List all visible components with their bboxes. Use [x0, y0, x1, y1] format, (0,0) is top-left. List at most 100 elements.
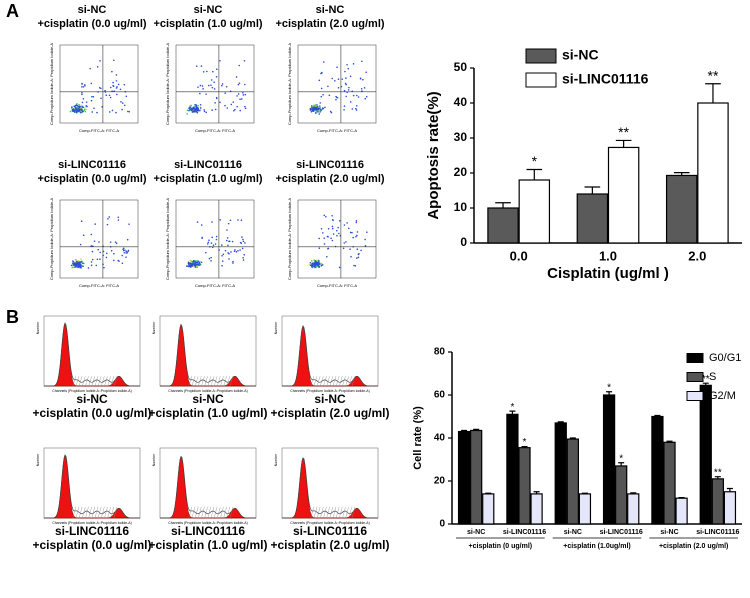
dot — [352, 94, 355, 97]
dot — [115, 111, 117, 114]
dot — [221, 264, 223, 267]
dot — [117, 216, 120, 219]
dot — [199, 103, 202, 106]
dot — [127, 249, 130, 252]
dot — [117, 83, 120, 86]
dot — [338, 266, 341, 269]
dot — [356, 234, 358, 237]
y-tick-label: 40 — [454, 95, 468, 109]
dot — [196, 266, 198, 269]
dot — [210, 256, 212, 259]
legend-label: S — [709, 371, 716, 383]
plot-title: si-LINC01116 — [296, 159, 364, 171]
dot — [244, 107, 247, 110]
dot — [241, 236, 243, 238]
dot — [119, 88, 122, 91]
dot — [205, 93, 207, 95]
dot — [75, 262, 77, 265]
dot — [114, 241, 117, 243]
plot-frame — [175, 44, 255, 124]
histogram-outline — [282, 324, 378, 387]
dot — [316, 263, 318, 265]
dot — [77, 266, 80, 269]
dot — [91, 111, 94, 113]
dot — [365, 71, 367, 74]
dot — [355, 221, 358, 224]
dots — [308, 214, 368, 269]
legend-swatch — [525, 48, 557, 64]
dot — [122, 247, 125, 250]
plot-title: +cisplatin (2.0 ug/ml) — [275, 18, 384, 30]
s-phase-hatch — [110, 506, 115, 519]
dots — [70, 216, 130, 269]
dot — [193, 261, 196, 263]
dot — [354, 107, 357, 110]
dot — [74, 264, 77, 267]
dot — [79, 105, 82, 108]
significance-label: * — [619, 453, 623, 464]
s-phase-hatch — [104, 506, 108, 519]
dot — [123, 83, 126, 86]
dot — [365, 95, 368, 98]
y-axis-label: Apoptosis rate(%) — [425, 91, 442, 219]
dot — [314, 104, 317, 106]
dot — [319, 102, 322, 104]
axis-label: Channels (Propidium Iodide-A::Propidium … — [52, 521, 132, 525]
dot — [187, 261, 190, 264]
dot — [318, 265, 321, 268]
x-tick-label: si-NC — [467, 529, 485, 536]
dot — [357, 253, 360, 256]
s-phase-hatch — [97, 506, 102, 519]
dot — [87, 267, 90, 269]
significance-label: * — [523, 437, 527, 448]
error-bar — [630, 492, 637, 494]
plot-frame — [159, 315, 257, 387]
dot — [199, 84, 202, 87]
dots — [309, 60, 368, 115]
significance-label: ** — [702, 374, 710, 385]
bar — [651, 415, 664, 525]
dot — [115, 242, 118, 245]
dot — [74, 105, 76, 108]
dot — [105, 252, 108, 255]
bar — [457, 430, 471, 525]
s-phase-hatch — [191, 506, 196, 519]
bar — [530, 493, 543, 525]
dot — [116, 86, 118, 88]
dot — [79, 108, 82, 111]
plot-title: +cisplatin (0.0 ug/ml) — [37, 18, 146, 30]
dot — [346, 222, 348, 224]
dot — [210, 79, 213, 81]
bar — [518, 179, 551, 244]
plot-title: si-LINC01116 — [174, 159, 242, 171]
dot — [195, 108, 197, 111]
axis-label: Number — [36, 321, 40, 334]
plot-title: +cisplatin (2.0 ug/ml) — [275, 173, 384, 185]
dot — [215, 235, 218, 238]
dot — [364, 97, 367, 100]
dot — [244, 105, 246, 108]
dot — [75, 111, 78, 114]
s-phase-hatch — [207, 506, 212, 519]
dot — [316, 105, 319, 108]
s-phase-hatch — [188, 376, 192, 387]
dots — [186, 60, 247, 115]
s-phase-hatch — [198, 506, 202, 519]
dot — [314, 266, 316, 269]
dot — [227, 244, 229, 247]
dot — [318, 247, 321, 250]
bar — [566, 438, 579, 525]
plot-frame — [297, 44, 377, 124]
y-tick-label: 60 — [434, 390, 446, 401]
dot — [357, 256, 360, 259]
dot — [206, 70, 208, 73]
dot — [128, 223, 130, 225]
dot — [336, 234, 338, 237]
dot — [112, 81, 114, 84]
histogram-outline — [282, 457, 378, 519]
s-phase-hatch — [107, 506, 111, 519]
x-tick-label: 1.0 — [599, 248, 617, 263]
s-phase-hatch — [323, 506, 327, 519]
dot — [331, 225, 334, 228]
x-tick-label: si-NC — [660, 529, 678, 536]
